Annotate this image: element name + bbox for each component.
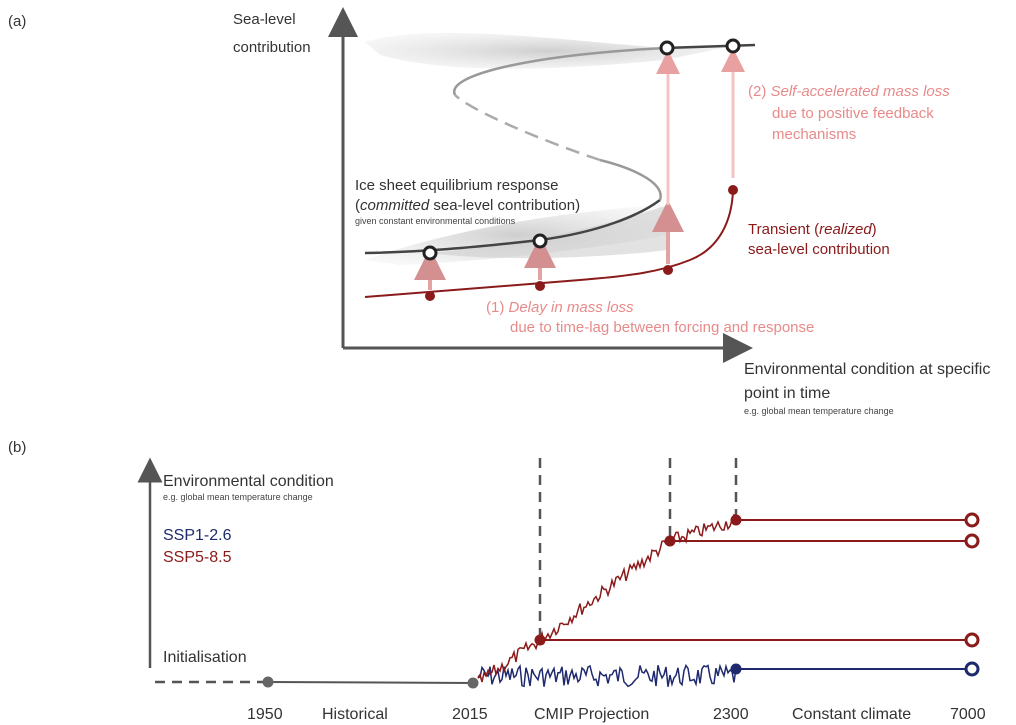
panel-b-label: (b): [8, 439, 26, 456]
x-label-1950: 1950: [247, 706, 283, 723]
y-axis-label-line1: Sea-level: [233, 11, 296, 28]
transient-point-3: [663, 265, 673, 275]
equilibrium-point-1: [422, 245, 438, 261]
y-axis-label-line2: contribution: [233, 39, 311, 56]
point-red-early: [534, 634, 546, 646]
x-label-cmip: CMIP Projection: [534, 706, 649, 723]
point-1950: [262, 676, 274, 688]
panel-b-y-label: Environmental condition: [163, 473, 334, 490]
x-axis-note: e.g. global mean temperature change: [744, 406, 894, 416]
lower-shade-core: [430, 205, 668, 259]
delay-label-line2: due to time-lag between forcing and resp…: [510, 319, 814, 336]
equilibrium-turn-upper: [453, 46, 666, 96]
end-red-1: [964, 512, 980, 528]
upper-shade: [365, 32, 732, 69]
x-axis-label-line1: Environmental condition at specific: [744, 361, 990, 378]
equilibrium-label-line1: Ice sheet equilibrium response: [355, 177, 558, 194]
legend-ssp585: SSP5-8.5: [163, 549, 232, 566]
transient-point-1: [425, 291, 435, 301]
self-acc-label-line1: (2) Self-accelerated mass loss: [748, 83, 950, 100]
x-label-2300: 2300: [713, 706, 749, 723]
ssp126-series: [477, 663, 737, 688]
point-navy-2300: [730, 663, 742, 675]
end-red-3: [964, 632, 980, 648]
x-label-historical: Historical: [322, 706, 388, 723]
point-2015: [467, 677, 479, 689]
transient-label-line1: Transient (realized): [748, 221, 877, 238]
equilibrium-unstable-branch: [454, 94, 601, 162]
equilibrium-point-3: [659, 40, 675, 56]
self-acc-label-line2: due to positive feedback: [772, 105, 934, 122]
equilibrium-label-line2: (committed sea-level contribution): [355, 197, 580, 214]
initialisation-label: Initialisation: [163, 649, 247, 666]
transient-point-4: [728, 185, 738, 195]
equilibrium-point-2: [532, 233, 548, 249]
panel-a-label: (a): [8, 13, 26, 30]
transient-point-2: [535, 281, 545, 291]
point-red-mid: [664, 535, 676, 547]
self-acc-label-line3: mechanisms: [772, 126, 856, 143]
delay-label-line1: (1) Delay in mass loss: [486, 299, 634, 316]
x-label-constant: Constant climate: [792, 706, 911, 723]
legend-ssp126: SSP1-2.6: [163, 527, 232, 544]
equilibrium-upper-branch: [664, 43, 756, 50]
equilibrium-note: given constant environmental conditions: [355, 216, 516, 226]
transient-curve: [364, 189, 734, 298]
historical-line: [267, 681, 474, 684]
x-label-2015: 2015: [452, 706, 488, 723]
end-navy: [964, 661, 980, 677]
panel-b-y-note: e.g. global mean temperature change: [163, 492, 313, 502]
x-label-7000: 7000: [950, 706, 986, 723]
transient-label-line2: sea-level contribution: [748, 241, 890, 258]
point-red-2300: [730, 514, 742, 526]
equilibrium-turn-lower: [599, 158, 662, 201]
x-axis-label-line2: point in time: [744, 385, 830, 402]
ssp585-series: [477, 513, 737, 683]
end-red-2: [964, 533, 980, 549]
equilibrium-point-4: [725, 38, 741, 54]
